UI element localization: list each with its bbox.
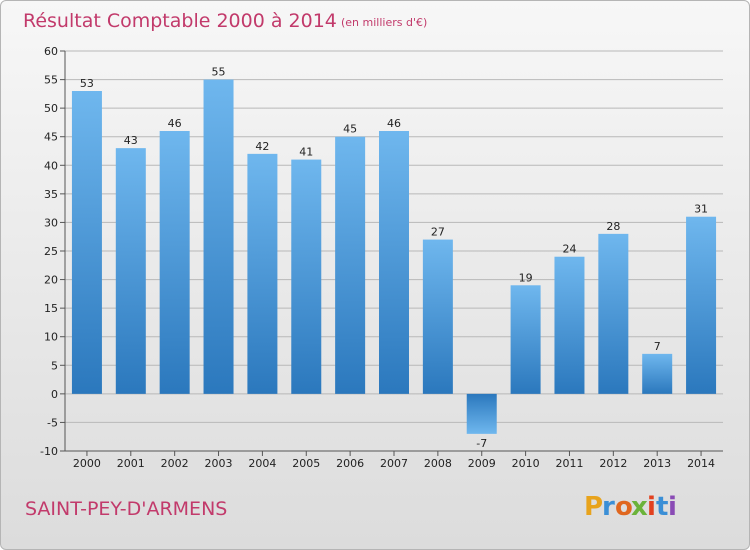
value-label: 53 xyxy=(80,77,94,90)
x-tick-label: 2011 xyxy=(555,457,583,470)
x-tick-label: 2001 xyxy=(117,457,145,470)
bar xyxy=(510,285,541,394)
value-label: 19 xyxy=(519,271,533,284)
value-label: 41 xyxy=(299,146,313,159)
value-label: 46 xyxy=(387,117,401,130)
bar xyxy=(115,148,146,394)
bar xyxy=(335,136,366,394)
value-label: 42 xyxy=(255,140,269,153)
bars xyxy=(71,79,717,434)
bar xyxy=(598,233,629,394)
y-tick-labels: -10 -5 0 5 10 15 20 25 30 35 40 45 50 55 60 xyxy=(40,45,58,458)
y-tick-label: 5 xyxy=(51,359,58,372)
y-tick-label: 45 xyxy=(44,131,58,144)
y-tick-label: -5 xyxy=(47,416,58,429)
value-label: 27 xyxy=(431,226,445,239)
y-tick-label: 20 xyxy=(44,274,58,287)
x-tick-label: 2002 xyxy=(161,457,189,470)
y-tick-label: -10 xyxy=(40,445,58,458)
brand-letter: t xyxy=(656,492,668,522)
y-tick-label: 35 xyxy=(44,188,58,201)
axes xyxy=(64,51,723,456)
brand-letter: o xyxy=(615,492,633,522)
value-label: 28 xyxy=(606,220,620,233)
bar xyxy=(291,159,322,394)
bar xyxy=(422,239,453,394)
bar xyxy=(247,153,278,394)
value-label: 7 xyxy=(654,340,661,353)
y-tick-label: 40 xyxy=(44,159,58,172)
x-tick-label: 2006 xyxy=(336,457,364,470)
y-tick-label: 0 xyxy=(51,388,58,401)
y-tick-label: 60 xyxy=(44,45,58,58)
value-labels: 53 43 46 55 42 41 45 46 27 -7 19 24 28 7 31 xyxy=(80,66,708,450)
value-label: 46 xyxy=(168,117,182,130)
x-tick-labels: 2000 2001 2002 2003 2004 2005 2006 2007 2008 2009… xyxy=(73,457,715,470)
x-tick-label: 2010 xyxy=(512,457,540,470)
chart-subtitle: (en milliers d'€) xyxy=(341,16,427,29)
x-tick-label: 2000 xyxy=(73,457,101,470)
value-label: 55 xyxy=(212,66,226,79)
x-tick-label: 2005 xyxy=(292,457,320,470)
x-tick-label: 2007 xyxy=(380,457,408,470)
bar xyxy=(159,131,190,394)
brand-letter: i xyxy=(647,492,656,522)
value-label: -7 xyxy=(476,437,487,450)
x-tick-label: 2014 xyxy=(687,457,715,470)
y-tick-label: 15 xyxy=(44,302,58,315)
x-tick-label: 2008 xyxy=(424,457,452,470)
brand-letter: i xyxy=(668,492,677,522)
value-label: 24 xyxy=(562,243,576,256)
commune-name: SAINT-PEY-D'ARMENS xyxy=(25,498,227,520)
chart-title: Résultat Comptable 2000 à 2014 xyxy=(23,10,337,32)
bar xyxy=(642,353,673,394)
y-tick-label: 50 xyxy=(44,102,58,115)
value-label: 43 xyxy=(124,134,138,147)
bar xyxy=(203,79,234,394)
brand-letter: r xyxy=(602,492,615,522)
x-tick-label: 2003 xyxy=(205,457,233,470)
bar xyxy=(379,131,409,394)
brand-letter: P xyxy=(584,492,603,522)
y-tick-label: 10 xyxy=(44,331,58,344)
bar xyxy=(686,216,717,394)
x-tick-label: 2009 xyxy=(468,457,496,470)
y-tick-label: 30 xyxy=(44,216,58,229)
x-tick-label: 2004 xyxy=(248,457,276,470)
bar xyxy=(466,393,497,434)
y-tick-label: 25 xyxy=(44,245,58,258)
x-tick-label: 2013 xyxy=(643,457,671,470)
bar xyxy=(554,256,585,394)
x-tick-label: 2012 xyxy=(599,457,627,470)
bar xyxy=(71,91,102,394)
value-label: 31 xyxy=(694,203,708,216)
proxiti-logo: P r o x i t i xyxy=(584,492,677,522)
value-label: 45 xyxy=(343,123,357,136)
y-tick-label: 55 xyxy=(44,74,58,87)
brand-letter: x xyxy=(631,492,648,522)
